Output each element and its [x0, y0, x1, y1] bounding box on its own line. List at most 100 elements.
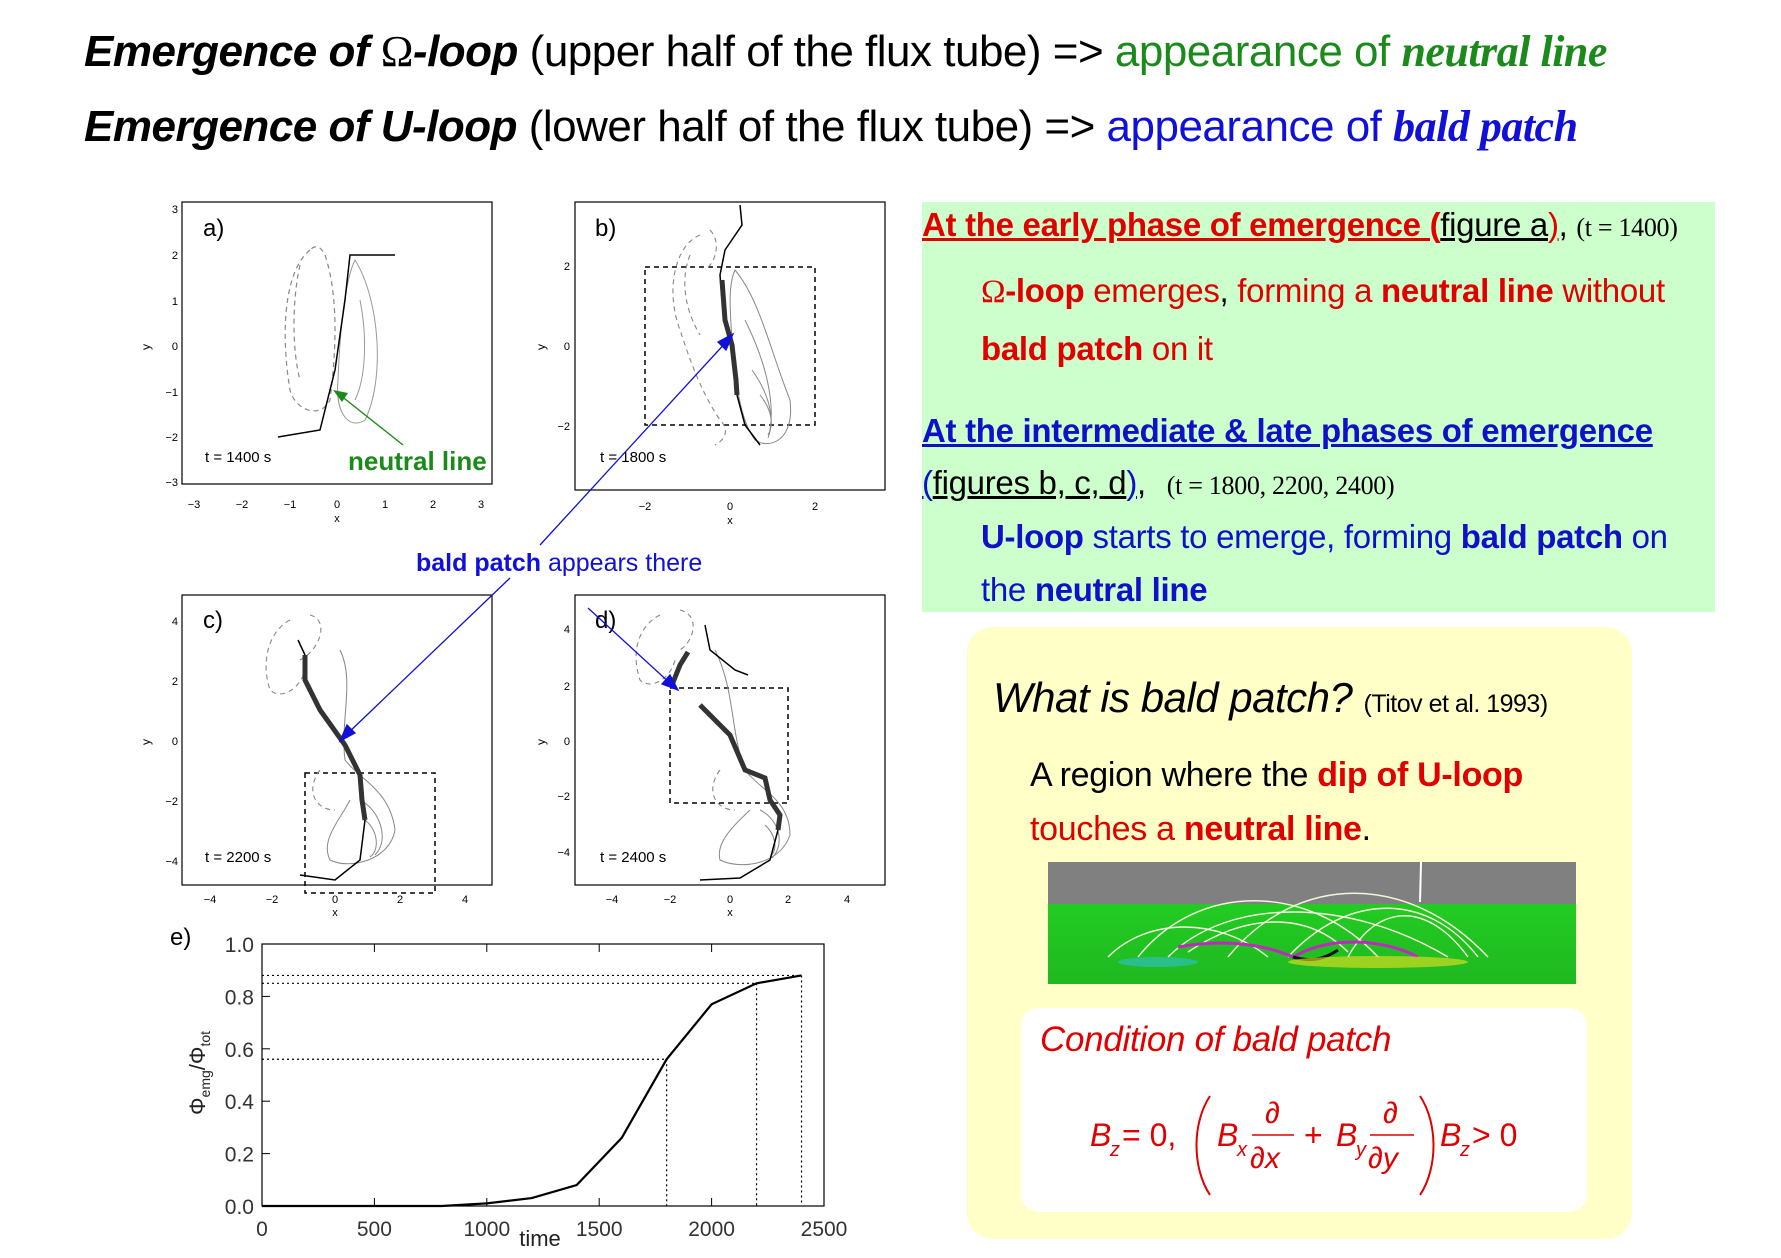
definition-line-1: A region where the dip of U-loop: [1030, 756, 1523, 795]
panel-c-ytick: 0: [172, 736, 178, 748]
chart-ytick-label: 0.4: [225, 1091, 255, 1114]
panel-d-ytick: 4: [564, 624, 570, 636]
panel-c: c) t = 2200 s −4 −2 0 2 4 x 4 2 0 −2 −4 …: [139, 594, 493, 919]
def2-text: touches a: [1030, 810, 1184, 848]
panel-b-label: b): [595, 215, 616, 242]
line1-b: forming a: [1228, 272, 1382, 309]
condition-title: Condition of bald patch: [1040, 1020, 1392, 1059]
panel-d-label: d): [595, 607, 616, 634]
formula-z: z: [1109, 1139, 1120, 1161]
green-line-1: Ω-loop emerges, forming a neutral line w…: [981, 272, 1665, 311]
line1-a: emerges: [1084, 272, 1220, 309]
flux-chart: e) 0 500 1000 1500 2000 2500 0.0 0.2 0.4 0.6 0.8 1…: [170, 924, 847, 1251]
panel-c-xtick: −4: [204, 894, 217, 906]
chart-ytick-label: 0.2: [225, 1144, 254, 1167]
line1-bold: -loop: [1005, 272, 1085, 309]
chart-ylabel-sub2: tot: [197, 1031, 213, 1047]
formula-By: B: [1336, 1117, 1357, 1153]
title1-omega: Ω: [380, 27, 414, 76]
panel-a-xtick: 3: [478, 499, 484, 511]
line4-bold: neutral line: [1034, 571, 1208, 608]
heading3-time: (t = 1800, 2200, 2400): [1166, 471, 1395, 500]
def2-end: .: [1361, 810, 1371, 848]
panel-a-ylabel: y: [139, 344, 153, 350]
green-line-3: U-loop starts to emerge, forming bald pa…: [981, 518, 1668, 556]
chart-ylabel-sep: /Φ: [185, 1047, 210, 1071]
chart-ytick-label: 0.8: [225, 986, 254, 1009]
panel-c-xlabel: x: [332, 907, 338, 919]
panel-d: d) t = 2400 s −4 −2 0 2 4 x 4 2 0 −2 −4 …: [534, 594, 886, 919]
question-ref: (Titov et al. 1993): [1363, 690, 1549, 718]
panel-d-ytick: −2: [557, 791, 570, 803]
panel-c-label: c): [203, 607, 223, 634]
chart-series-line: [262, 974, 802, 1208]
green-info-box: [922, 202, 1715, 612]
panel-b-xtick: −2: [639, 501, 652, 513]
panel-b-xlabel: x: [727, 515, 733, 527]
condition-formula: B z = 0, B x ∂ ∂x + B y ∂ ∂y B z > 0: [1090, 1095, 1517, 1196]
bald-patch-illustration: [1048, 862, 1576, 984]
question-text: What is bald patch?: [993, 674, 1353, 721]
line3-b: on: [1622, 518, 1668, 555]
formula-partial-2: ∂: [1383, 1097, 1398, 1130]
heading3-close: ): [1126, 464, 1138, 501]
formula-dx: ∂x: [1250, 1142, 1281, 1175]
line2-bold: bald patch: [981, 330, 1144, 367]
formula-x: x: [1236, 1139, 1248, 1161]
green-heading-1: At the early phase of emergence (figure …: [922, 206, 1678, 244]
panel-b-ylabel: y: [534, 344, 548, 350]
chart-xticks: 0 500 1000 1500 2000 2500: [256, 944, 847, 1241]
line1-c: without: [1553, 272, 1665, 309]
panel-c-ytick: 4: [172, 616, 178, 628]
heading1-figure: figure a: [1440, 206, 1548, 243]
panel-d-time: t = 2400 s: [600, 849, 666, 866]
panel-a-xtick: 0: [334, 499, 340, 511]
panel-a-ytick: 0: [172, 341, 178, 353]
line3-bold2: bald patch: [1460, 518, 1623, 555]
chart-xtick-label: 1000: [463, 1218, 510, 1241]
panel-d-xtick: 4: [844, 894, 850, 906]
panel-a-ytick: 2: [172, 250, 178, 262]
panel-b-ytick: −2: [557, 421, 570, 433]
panel-c-ytick: −2: [165, 796, 178, 808]
panel-d-ytick: 2: [564, 681, 570, 693]
title1-green-serif: neutral line: [1401, 27, 1607, 76]
line1-bold2: neutral line: [1381, 272, 1554, 309]
panel-c-time: t = 2200 s: [205, 849, 271, 866]
chart-ylabel: Φemg/Φtot: [185, 1031, 213, 1115]
chart-ylabel-main: Φ: [185, 1097, 210, 1115]
title-line-1: Emergence of Ω-loop (upper half of the f…: [84, 26, 1607, 77]
heading3-comma: ,: [1137, 464, 1146, 501]
panel-a-ytick: −1: [165, 387, 178, 399]
formula-Bz: B: [1090, 1117, 1111, 1153]
panel-c-xtick: 0: [332, 894, 338, 906]
formula-dy: ∂y: [1368, 1142, 1400, 1175]
panel-d-xtick: −2: [664, 894, 677, 906]
title2-normal: (lower half of the flux tube) =>: [517, 102, 1107, 151]
panel-d-xtick: −4: [606, 894, 619, 906]
panel-a-xtick: −1: [284, 499, 297, 511]
def1-text: A region where the: [1030, 756, 1318, 794]
title1-green: appearance of: [1114, 27, 1402, 76]
heading3-figures: figures b, c, d: [932, 464, 1127, 501]
panel-a-xtick: 1: [382, 499, 388, 511]
panel-a-xtick: −3: [188, 499, 201, 511]
panel-d-xtick: 2: [785, 894, 791, 906]
def2-bold: neutral line: [1183, 810, 1362, 848]
panel-b: b) t = 1800 s −2 0 2 x 2 0 −2 y: [534, 201, 886, 527]
heading3-open: (: [922, 464, 933, 501]
title2-blue: appearance of: [1106, 102, 1394, 151]
panel-c-xtick: −2: [266, 894, 279, 906]
title2-blue-serif: bald patch: [1393, 102, 1578, 151]
formula-Bz2: B: [1440, 1117, 1461, 1153]
panel-b-xtick: 2: [812, 501, 818, 513]
chart-ytick-label: 0.6: [225, 1039, 254, 1062]
panel-d-ytick: 0: [564, 736, 570, 748]
line4-a: the: [981, 571, 1035, 608]
bald-patch-arrows: [338, 332, 735, 743]
panel-b-time: t = 1800 s: [600, 449, 666, 466]
green-line-2: bald patch on it: [981, 330, 1213, 368]
heading1-red: At the early phase of emergence (: [922, 206, 1441, 243]
green-heading-2: At the intermediate & late phases of eme…: [922, 412, 1653, 449]
panel-a-xlabel: x: [334, 513, 340, 525]
